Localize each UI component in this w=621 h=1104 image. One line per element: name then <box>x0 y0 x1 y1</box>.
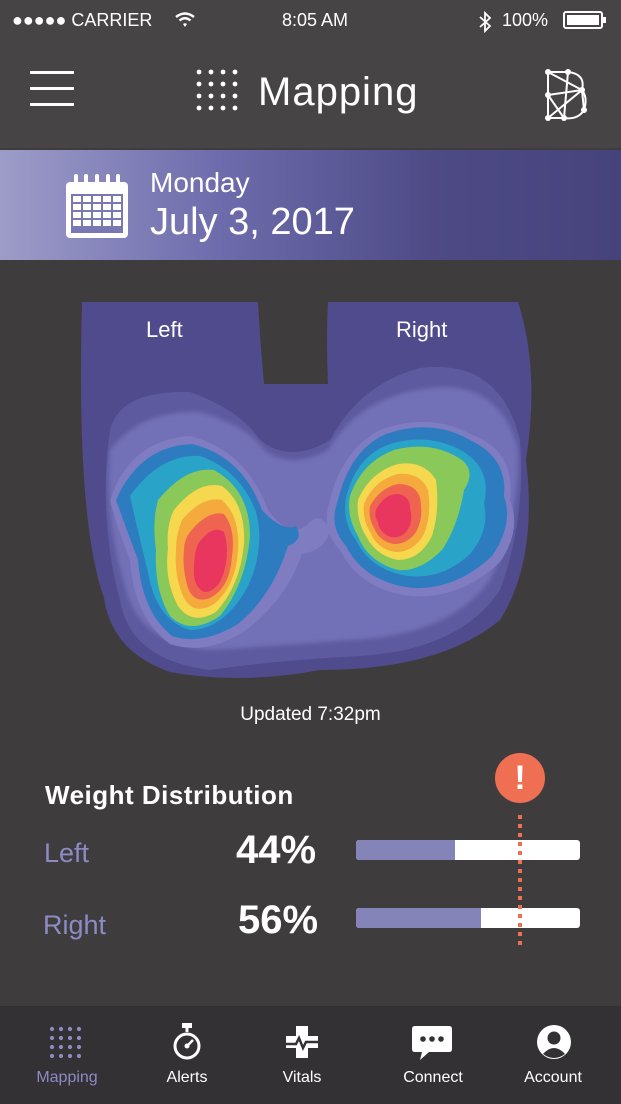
right-weight-value: 56% <box>238 898 319 942</box>
tab-bar: Mapping Alerts Vitals Connect Accoun <box>0 1006 621 1104</box>
pressure-heatmap <box>80 302 532 679</box>
left-foot-label: Left <box>146 317 183 342</box>
tab-connect[interactable]: Connect <box>371 1006 495 1104</box>
network-logo-icon[interactable] <box>542 68 592 122</box>
chat-bubble-icon <box>412 1026 452 1060</box>
tab-label: Vitals <box>282 1069 322 1086</box>
left-weight-bar-fill <box>356 840 455 860</box>
hamburger-menu-button[interactable] <box>30 68 76 108</box>
tab-label: Alerts <box>166 1069 208 1086</box>
left-weight-label: Left <box>44 838 90 868</box>
calendar-icon <box>66 174 128 238</box>
right-weight-bar <box>356 908 580 928</box>
tab-alerts[interactable]: Alerts <box>125 1006 249 1104</box>
tab-label: Mapping <box>36 1069 98 1086</box>
page-title: Mapping <box>258 70 419 114</box>
right-foot-label: Right <box>396 317 448 342</box>
section-title: Weight Distribution <box>45 780 294 810</box>
dot-grid-icon <box>196 69 238 111</box>
hamburger-icon <box>30 71 74 74</box>
threshold-marker <box>517 815 522 945</box>
tab-account[interactable]: Account <box>491 1006 615 1104</box>
wifi-icon <box>175 12 195 27</box>
heartbeat-cross-icon <box>286 1026 318 1058</box>
date-banner: Monday July 3, 2017 <box>0 150 621 260</box>
left-weight-value: 44% <box>236 828 317 872</box>
right-weight-label: Right <box>43 910 107 940</box>
right-weight-bar-fill <box>356 908 482 928</box>
weekday-label: Monday <box>150 167 250 198</box>
date-label: July 3, 2017 <box>150 201 355 243</box>
nav-bar: Mapping <box>0 44 621 148</box>
carrier-signal: ●●●●● CARRIER <box>12 10 153 30</box>
clock: 8:05 AM <box>282 10 349 30</box>
dot-grid-icon <box>49 1026 82 1059</box>
battery-icon <box>563 11 606 29</box>
alert-icon[interactable]: ! <box>495 753 545 803</box>
pressure-map: Left Right <box>80 300 540 685</box>
bluetooth-icon <box>479 11 492 33</box>
tab-label: Connect <box>403 1069 463 1086</box>
status-bar: ●●●●● CARRIER 8:05 AM 100% <box>0 0 621 44</box>
tab-vitals[interactable]: Vitals <box>240 1006 364 1104</box>
battery-percent: 100% <box>502 10 549 30</box>
tab-label: Account <box>524 1069 582 1086</box>
updated-timestamp: Updated 7:32pm <box>240 704 381 725</box>
left-weight-bar <box>356 840 580 860</box>
user-avatar-icon <box>537 1025 571 1059</box>
stopwatch-icon <box>173 1023 201 1060</box>
tab-mapping[interactable]: Mapping <box>5 1006 129 1104</box>
